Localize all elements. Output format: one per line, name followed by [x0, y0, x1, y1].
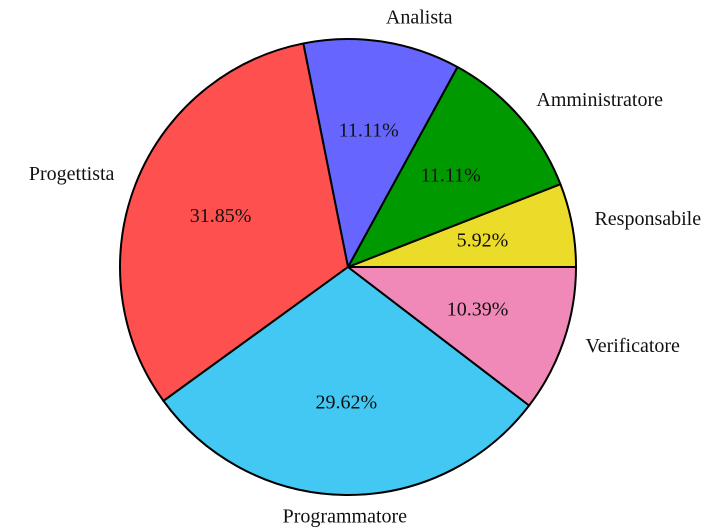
- pie-slice: [347, 266, 577, 407]
- slice-label: Amministratore: [536, 89, 663, 111]
- value-label: 11.11%: [421, 164, 481, 186]
- slice-label: Programmatore: [283, 505, 408, 527]
- value-label: 29.62%: [315, 391, 377, 413]
- value-label: 5.92%: [457, 229, 509, 251]
- value-label: 11.11%: [339, 119, 399, 141]
- value-label: 31.85%: [190, 205, 252, 227]
- pie-slice: [302, 38, 459, 268]
- slice-label: Progettista: [29, 163, 115, 185]
- value-label: 10.39%: [447, 298, 509, 320]
- pie-slice: [119, 42, 349, 402]
- pie-slice: [347, 65, 562, 268]
- slice-label: Responsabile: [594, 208, 701, 230]
- slice-label: Verificatore: [586, 335, 681, 357]
- slice-label: Analista: [386, 7, 453, 29]
- pie-slice: [162, 266, 531, 496]
